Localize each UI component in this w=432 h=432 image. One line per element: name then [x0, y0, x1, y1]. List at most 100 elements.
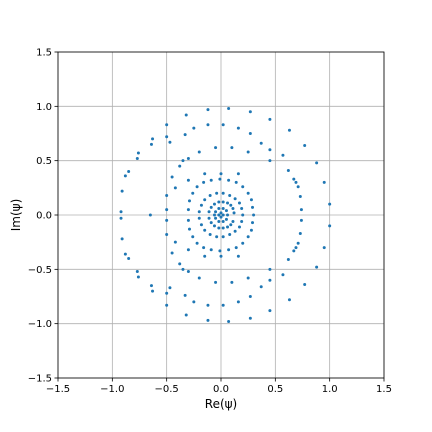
data-point — [287, 128, 291, 132]
data-point — [214, 146, 218, 150]
data-point — [119, 216, 123, 220]
data-point — [248, 295, 252, 298]
data-point — [259, 141, 263, 145]
data-point — [241, 241, 245, 245]
data-point — [186, 270, 190, 274]
y-tick-label: 1.0 — [36, 102, 52, 113]
data-point — [221, 213, 225, 217]
data-point — [219, 172, 223, 176]
data-point — [195, 185, 199, 189]
data-point — [240, 220, 244, 224]
data-point — [215, 235, 219, 239]
data-point — [299, 208, 303, 212]
data-point — [214, 210, 218, 214]
data-point — [173, 240, 177, 244]
data-point — [135, 156, 139, 160]
data-point — [212, 224, 216, 228]
data-points — [119, 107, 332, 323]
data-point — [230, 146, 234, 150]
x-tick-label: −1.0 — [100, 384, 124, 395]
data-point — [151, 137, 155, 141]
data-point — [224, 217, 228, 221]
data-point — [136, 151, 140, 155]
data-point — [149, 284, 153, 288]
data-point — [218, 177, 222, 181]
y-axis-label: Im(ψ) — [9, 199, 23, 232]
data-point — [236, 300, 240, 304]
y-tick-label: −0.5 — [28, 265, 52, 276]
y-tick-label: 1.5 — [36, 48, 52, 59]
data-point — [212, 213, 216, 217]
x-tick-label: 1.0 — [322, 384, 338, 395]
data-point — [296, 185, 300, 189]
data-point — [151, 289, 155, 293]
data-point — [209, 178, 213, 182]
data-point — [165, 208, 169, 212]
data-point — [281, 153, 285, 157]
data-point — [135, 270, 139, 274]
data-point — [268, 148, 272, 152]
data-point — [231, 206, 235, 210]
data-point — [219, 211, 223, 215]
data-point — [197, 210, 201, 214]
data-point — [233, 229, 237, 233]
data-point — [127, 256, 131, 260]
data-point — [249, 228, 253, 232]
data-point — [294, 180, 298, 184]
data-point — [246, 276, 250, 280]
data-point — [165, 193, 169, 197]
data-point — [226, 213, 230, 217]
data-point — [197, 276, 201, 280]
data-point — [165, 135, 169, 139]
data-point — [226, 201, 230, 205]
data-point — [229, 223, 233, 227]
data-point — [221, 235, 225, 239]
data-point — [251, 205, 255, 209]
x-axis-label: Re(ψ) — [205, 397, 237, 411]
data-point — [184, 313, 188, 317]
data-point — [209, 221, 213, 225]
data-point — [218, 249, 222, 253]
data-point — [165, 303, 169, 307]
data-point — [268, 278, 272, 282]
data-point — [246, 150, 250, 154]
data-point — [237, 225, 241, 229]
data-point — [237, 201, 241, 205]
data-point — [292, 249, 296, 253]
data-point — [207, 210, 211, 214]
data-point — [241, 213, 245, 217]
data-point — [202, 180, 206, 184]
data-point — [181, 159, 185, 163]
data-point — [203, 198, 207, 202]
data-point — [127, 170, 131, 174]
data-point — [178, 262, 182, 266]
data-point — [248, 110, 252, 114]
data-point — [287, 298, 291, 302]
y-tick-label: 0.5 — [36, 156, 52, 167]
data-point — [208, 193, 212, 197]
data-point — [286, 258, 290, 262]
data-point — [120, 237, 124, 241]
data-point — [199, 203, 203, 207]
data-point — [227, 107, 231, 111]
data-point — [219, 254, 223, 258]
data-point — [298, 231, 302, 235]
data-point — [259, 285, 263, 289]
x-tick-label: 1.5 — [376, 384, 392, 395]
data-point — [119, 210, 123, 214]
data-point — [221, 206, 225, 210]
data-point — [212, 202, 216, 206]
data-point — [148, 213, 152, 217]
data-point — [228, 193, 232, 197]
data-point — [234, 246, 238, 250]
data-point — [234, 180, 238, 184]
data-point — [268, 159, 272, 163]
data-point — [231, 220, 235, 224]
data-point — [230, 280, 234, 284]
data-point — [192, 126, 196, 130]
data-point — [252, 213, 256, 217]
data-point — [246, 235, 250, 239]
data-point — [221, 200, 225, 204]
data-point — [214, 216, 218, 220]
